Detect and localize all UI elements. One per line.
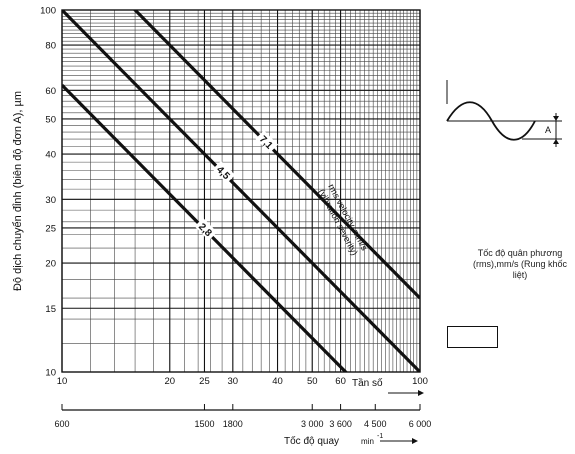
x2-tick-label: 1500 bbox=[194, 419, 214, 429]
series-label-bg bbox=[194, 217, 218, 241]
y-tick-label: 80 bbox=[45, 41, 56, 52]
x2-axis-unit: min bbox=[361, 437, 374, 446]
y-tick-label: 20 bbox=[45, 259, 56, 270]
inset-legend-box bbox=[447, 326, 498, 348]
x2-axis-arrow-head bbox=[412, 438, 418, 444]
series-label-bg bbox=[212, 160, 236, 184]
series-line-2 bbox=[62, 10, 420, 372]
y-tick-label: 60 bbox=[45, 86, 56, 97]
x-axis-label: Tần số bbox=[352, 377, 383, 389]
x2-tick-label: 3 600 bbox=[329, 419, 352, 429]
x2-tick-label: 6 000 bbox=[409, 419, 432, 429]
series-line-1 bbox=[62, 84, 348, 372]
inset-caption: Tốc độ quân phương (rms),mm/s (Rung khốc… bbox=[472, 248, 567, 280]
y-tick-label: 10 bbox=[45, 368, 56, 379]
inset-waveform bbox=[446, 101, 536, 141]
x2-tick-label: 1800 bbox=[223, 419, 243, 429]
x2-ticks: 600 1500 1800 3 000 3 600 4 500 6 000 bbox=[54, 404, 431, 429]
series-label-bg bbox=[255, 130, 279, 154]
x2-axis-unit-exp: -1 bbox=[377, 433, 383, 440]
ticks-layer: 10 15 20 25 30 40 50 60 80 100 10 20 25 30 40 50 60 100 bbox=[40, 6, 428, 388]
series-line-3 bbox=[132, 10, 420, 300]
y-tick-label: 25 bbox=[45, 223, 56, 234]
inset-amplitude-marker: A bbox=[545, 125, 551, 135]
x-tick-label: 100 bbox=[412, 376, 428, 387]
y-tick-label: 100 bbox=[40, 6, 56, 17]
x-axis-arrow-head bbox=[418, 390, 424, 396]
x-tick-label: 30 bbox=[228, 376, 239, 387]
x-tick-label: 50 bbox=[307, 376, 318, 387]
x2-tick-label: 4 500 bbox=[364, 419, 387, 429]
x-tick-label: 25 bbox=[199, 376, 210, 387]
y-tick-label: 30 bbox=[45, 195, 56, 206]
y-tick-label: 40 bbox=[45, 150, 56, 161]
inset-dim-arrow-bottom bbox=[553, 139, 559, 144]
x-tick-label: 40 bbox=[272, 376, 283, 387]
x-tick-label: 20 bbox=[164, 376, 175, 387]
waveform-inset: A bbox=[446, 80, 562, 147]
x2-axis-label: Tốc độ quay bbox=[284, 435, 339, 447]
series-layer: 2,84,57,1 bbox=[62, 10, 420, 372]
x2-tick-label: 600 bbox=[54, 419, 69, 429]
plot-frame bbox=[61, 9, 421, 373]
y-tick-label: 15 bbox=[45, 304, 56, 315]
y-tick-label: 50 bbox=[45, 114, 56, 125]
rms-annotation: rms velocity, mm/s (vibration severity) bbox=[317, 182, 370, 257]
x-tick-label: 10 bbox=[57, 376, 68, 387]
inset-dim-arrow-top bbox=[553, 116, 559, 121]
x-tick-label: 60 bbox=[335, 376, 346, 387]
x2-tick-label: 3 000 bbox=[301, 419, 324, 429]
y-axis-label: Độ dịch chuyển đỉnh (biên độ đơn A), µm bbox=[12, 91, 24, 291]
